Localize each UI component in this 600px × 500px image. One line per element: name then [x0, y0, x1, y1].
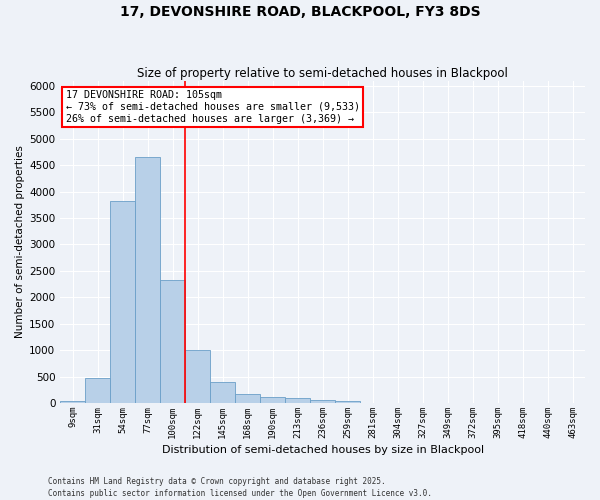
- Bar: [160, 280, 185, 403]
- Bar: [60, 402, 85, 403]
- Bar: [110, 201, 135, 403]
- Bar: [260, 397, 285, 403]
- Bar: [235, 394, 260, 403]
- Bar: [310, 400, 335, 403]
- Bar: [185, 350, 210, 403]
- Bar: [335, 402, 360, 403]
- X-axis label: Distribution of semi-detached houses by size in Blackpool: Distribution of semi-detached houses by …: [161, 445, 484, 455]
- Title: Size of property relative to semi-detached houses in Blackpool: Size of property relative to semi-detach…: [137, 66, 508, 80]
- Y-axis label: Number of semi-detached properties: Number of semi-detached properties: [15, 146, 25, 338]
- Text: Contains HM Land Registry data © Crown copyright and database right 2025.
Contai: Contains HM Land Registry data © Crown c…: [48, 476, 432, 498]
- Bar: [285, 398, 310, 403]
- Bar: [135, 158, 160, 403]
- Bar: [85, 378, 110, 403]
- Text: 17, DEVONSHIRE ROAD, BLACKPOOL, FY3 8DS: 17, DEVONSHIRE ROAD, BLACKPOOL, FY3 8DS: [119, 5, 481, 19]
- Bar: [210, 382, 235, 403]
- Text: 17 DEVONSHIRE ROAD: 105sqm
← 73% of semi-detached houses are smaller (9,533)
26%: 17 DEVONSHIRE ROAD: 105sqm ← 73% of semi…: [65, 90, 359, 124]
